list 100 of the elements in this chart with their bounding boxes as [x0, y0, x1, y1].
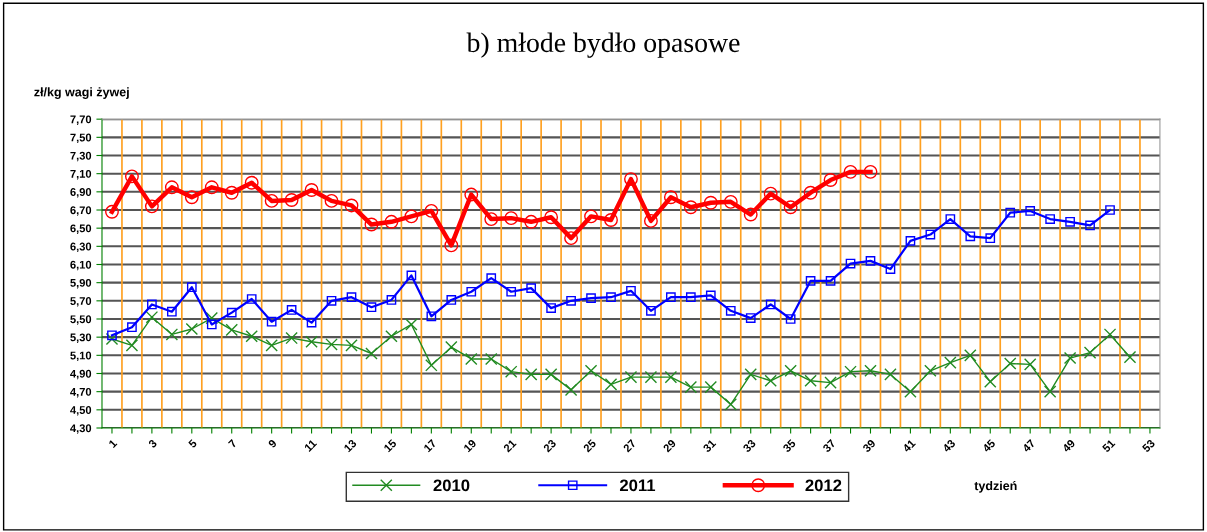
point	[666, 292, 676, 303]
point	[1003, 357, 1017, 370]
y-tick-label: 5,10	[70, 351, 92, 362]
point	[484, 352, 498, 366]
point	[604, 213, 618, 227]
point	[825, 275, 836, 286]
x-tick-label: 33	[742, 438, 757, 453]
point	[843, 164, 858, 179]
point	[526, 283, 537, 293]
point	[905, 236, 916, 246]
point	[944, 356, 957, 369]
point	[845, 258, 856, 269]
point	[586, 293, 596, 303]
point	[763, 186, 778, 201]
point	[365, 347, 378, 360]
point	[426, 311, 437, 322]
y-tick-label: 7,50	[70, 133, 92, 144]
point	[125, 339, 139, 352]
legend-label: 2012	[805, 479, 842, 492]
y-tick-label: 6,50	[70, 224, 92, 234]
point	[165, 328, 179, 341]
x-tick-label: 39	[862, 438, 876, 453]
point	[1085, 220, 1095, 231]
point	[1023, 358, 1037, 371]
point	[346, 292, 357, 303]
y-tick-label: 6,90	[70, 188, 92, 198]
point	[984, 375, 997, 388]
y-axis-title: zł/kg wagi żywej	[34, 87, 129, 99]
x-tick-label: 35	[782, 438, 797, 453]
point	[105, 204, 119, 219]
point	[704, 380, 718, 394]
x-tick-label: 31	[702, 438, 717, 453]
point	[224, 185, 239, 200]
point	[965, 231, 976, 242]
x-tick-label: 17	[423, 439, 437, 453]
point	[205, 311, 219, 325]
point	[1025, 206, 1036, 216]
point	[803, 185, 818, 200]
y-tick-label: 5,50	[70, 315, 92, 325]
y-tick-label: 4,90	[70, 369, 92, 380]
x-tick-label: 5	[187, 438, 198, 449]
x-tick-label: 11	[304, 438, 318, 452]
y-tick-label: 5,90	[70, 278, 92, 289]
point	[145, 310, 159, 324]
y-tick-label: 6,70	[70, 206, 92, 216]
point	[924, 364, 937, 378]
x-tick-label: 27	[622, 438, 637, 453]
point	[544, 368, 558, 381]
legend-label: 2011	[619, 479, 656, 492]
point	[124, 169, 139, 184]
y-tick-label: 4,30	[70, 424, 92, 434]
point	[286, 305, 297, 315]
point	[584, 364, 598, 378]
point	[465, 352, 478, 366]
point	[285, 331, 298, 345]
point	[964, 349, 977, 362]
point	[844, 365, 857, 378]
point	[724, 398, 738, 411]
point	[266, 316, 277, 327]
point	[245, 330, 258, 343]
x-tick-label: 43	[941, 438, 956, 453]
point	[544, 210, 559, 225]
point	[105, 332, 119, 346]
point	[664, 370, 678, 384]
x-tick-label: 9	[267, 438, 278, 449]
point	[1063, 351, 1077, 365]
point	[1123, 350, 1137, 364]
point	[486, 273, 497, 283]
point	[445, 340, 458, 354]
point	[386, 295, 397, 305]
point	[606, 292, 616, 303]
point	[564, 383, 578, 397]
point	[863, 164, 878, 179]
point	[284, 193, 299, 207]
point	[264, 193, 279, 208]
y-tick-label: 5,70	[70, 297, 92, 307]
point	[446, 295, 457, 305]
point	[344, 198, 359, 213]
point	[904, 385, 917, 398]
point	[324, 193, 339, 208]
x-tick-label: 45	[981, 438, 996, 453]
point	[1105, 205, 1115, 215]
legend-label: 2010	[433, 479, 470, 492]
point	[884, 368, 897, 381]
point	[1045, 214, 1056, 224]
x-tick-label: 41	[902, 438, 916, 453]
point	[166, 306, 177, 317]
point	[385, 330, 398, 343]
x-axis-title: tydzień	[974, 480, 1017, 493]
y-tick-label: 7,70	[70, 115, 92, 125]
x-tick-label: 13	[343, 438, 357, 453]
point	[244, 175, 259, 190]
chart-title: b) młode bydło opasowe	[466, 32, 740, 58]
point	[524, 368, 538, 381]
point	[127, 322, 137, 333]
point	[1043, 385, 1057, 398]
x-tick-label: 21	[502, 438, 517, 453]
point	[404, 209, 419, 224]
point	[783, 200, 798, 215]
point	[345, 339, 358, 352]
